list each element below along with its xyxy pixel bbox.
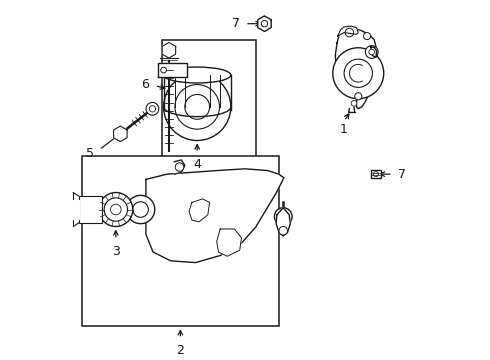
Circle shape xyxy=(146,103,159,115)
Circle shape xyxy=(274,208,292,225)
Polygon shape xyxy=(217,229,242,256)
Circle shape xyxy=(261,21,268,27)
Text: 1: 1 xyxy=(340,123,347,136)
Circle shape xyxy=(351,100,357,106)
Circle shape xyxy=(344,59,372,87)
Circle shape xyxy=(111,204,121,215)
Polygon shape xyxy=(258,16,271,31)
Circle shape xyxy=(161,67,167,73)
Circle shape xyxy=(99,193,133,226)
Polygon shape xyxy=(189,199,210,222)
Circle shape xyxy=(175,163,184,171)
Text: 7: 7 xyxy=(232,17,240,30)
Circle shape xyxy=(373,172,378,177)
Circle shape xyxy=(333,48,384,99)
Polygon shape xyxy=(114,126,127,141)
Text: 4: 4 xyxy=(193,158,201,171)
Circle shape xyxy=(364,32,370,40)
Bar xyxy=(79,196,101,223)
Text: 2: 2 xyxy=(176,344,184,357)
Polygon shape xyxy=(335,27,376,109)
Polygon shape xyxy=(276,208,290,236)
Polygon shape xyxy=(74,199,79,220)
Bar xyxy=(162,40,256,171)
Text: 6: 6 xyxy=(142,78,149,91)
Circle shape xyxy=(345,28,354,37)
Circle shape xyxy=(164,73,231,140)
Polygon shape xyxy=(174,160,185,174)
Circle shape xyxy=(104,198,127,221)
Polygon shape xyxy=(162,42,175,58)
Circle shape xyxy=(355,93,362,100)
Circle shape xyxy=(133,202,148,217)
Polygon shape xyxy=(338,26,358,36)
Polygon shape xyxy=(370,47,377,57)
Circle shape xyxy=(366,46,378,58)
Bar xyxy=(82,157,279,326)
Text: 3: 3 xyxy=(112,245,120,258)
Circle shape xyxy=(149,105,156,112)
Circle shape xyxy=(126,195,155,224)
Polygon shape xyxy=(146,169,284,262)
Circle shape xyxy=(369,49,374,55)
Circle shape xyxy=(279,226,288,235)
Bar xyxy=(370,170,381,178)
Text: 5: 5 xyxy=(86,147,94,160)
Ellipse shape xyxy=(164,67,231,83)
Text: 7: 7 xyxy=(398,168,406,181)
Circle shape xyxy=(185,94,210,119)
Circle shape xyxy=(175,85,220,129)
Polygon shape xyxy=(158,63,187,77)
